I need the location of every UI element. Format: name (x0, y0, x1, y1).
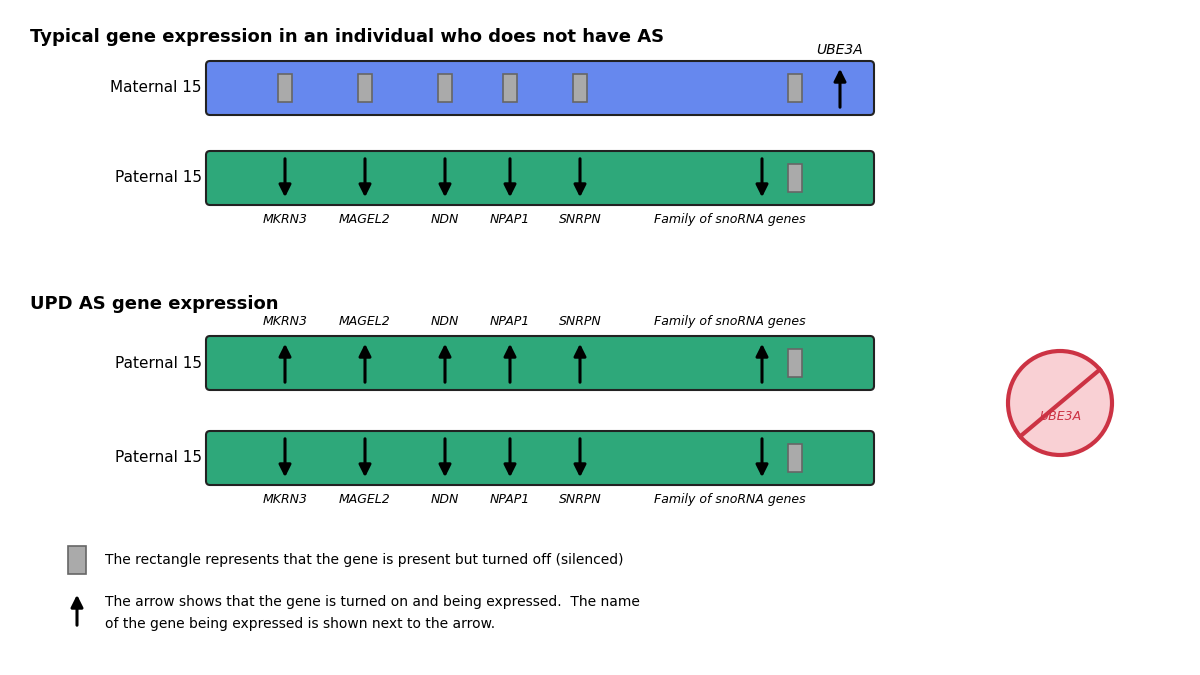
Text: Paternal 15: Paternal 15 (115, 356, 202, 371)
Text: MKRN3: MKRN3 (263, 213, 307, 226)
Text: Family of snoRNA genes: Family of snoRNA genes (654, 493, 806, 506)
Text: MAGEL2: MAGEL2 (340, 493, 391, 506)
Bar (574, 74, 587, 102)
Text: MAGEL2: MAGEL2 (340, 213, 391, 226)
Bar (68, 546, 86, 574)
Text: UPD AS gene expression: UPD AS gene expression (30, 295, 278, 313)
Bar (788, 74, 802, 102)
Text: SNRPN: SNRPN (559, 493, 601, 506)
Text: NDN: NDN (431, 315, 460, 328)
FancyBboxPatch shape (206, 336, 874, 390)
Bar (788, 349, 802, 377)
Bar (278, 74, 292, 102)
Text: Family of snoRNA genes: Family of snoRNA genes (654, 315, 806, 328)
Circle shape (1008, 351, 1112, 455)
Text: NPAP1: NPAP1 (490, 213, 530, 226)
Text: NDN: NDN (431, 213, 460, 226)
Text: The arrow shows that the gene is turned on and being expressed.  The name: The arrow shows that the gene is turned … (106, 595, 640, 609)
Bar (503, 74, 517, 102)
Text: MKRN3: MKRN3 (263, 315, 307, 328)
FancyBboxPatch shape (206, 431, 874, 485)
Text: Paternal 15: Paternal 15 (115, 171, 202, 186)
FancyBboxPatch shape (206, 151, 874, 205)
Text: UBE3A: UBE3A (1039, 410, 1081, 423)
Text: SNRPN: SNRPN (559, 315, 601, 328)
Bar (438, 74, 452, 102)
Text: Maternal 15: Maternal 15 (110, 80, 202, 95)
Text: of the gene being expressed is shown next to the arrow.: of the gene being expressed is shown nex… (106, 617, 496, 631)
Text: Family of snoRNA genes: Family of snoRNA genes (654, 213, 806, 226)
Text: Paternal 15: Paternal 15 (115, 450, 202, 466)
Text: Typical gene expression in an individual who does not have AS: Typical gene expression in an individual… (30, 28, 664, 46)
Text: NPAP1: NPAP1 (490, 315, 530, 328)
Text: The rectangle represents that the gene is present but turned off (silenced): The rectangle represents that the gene i… (106, 553, 624, 567)
Bar (788, 444, 802, 472)
Text: NPAP1: NPAP1 (490, 493, 530, 506)
Bar (358, 74, 372, 102)
Bar (788, 164, 802, 192)
Text: NDN: NDN (431, 493, 460, 506)
Text: SNRPN: SNRPN (559, 213, 601, 226)
FancyBboxPatch shape (206, 61, 874, 115)
Text: MKRN3: MKRN3 (263, 493, 307, 506)
Text: MAGEL2: MAGEL2 (340, 315, 391, 328)
Text: UBE3A: UBE3A (817, 43, 863, 57)
